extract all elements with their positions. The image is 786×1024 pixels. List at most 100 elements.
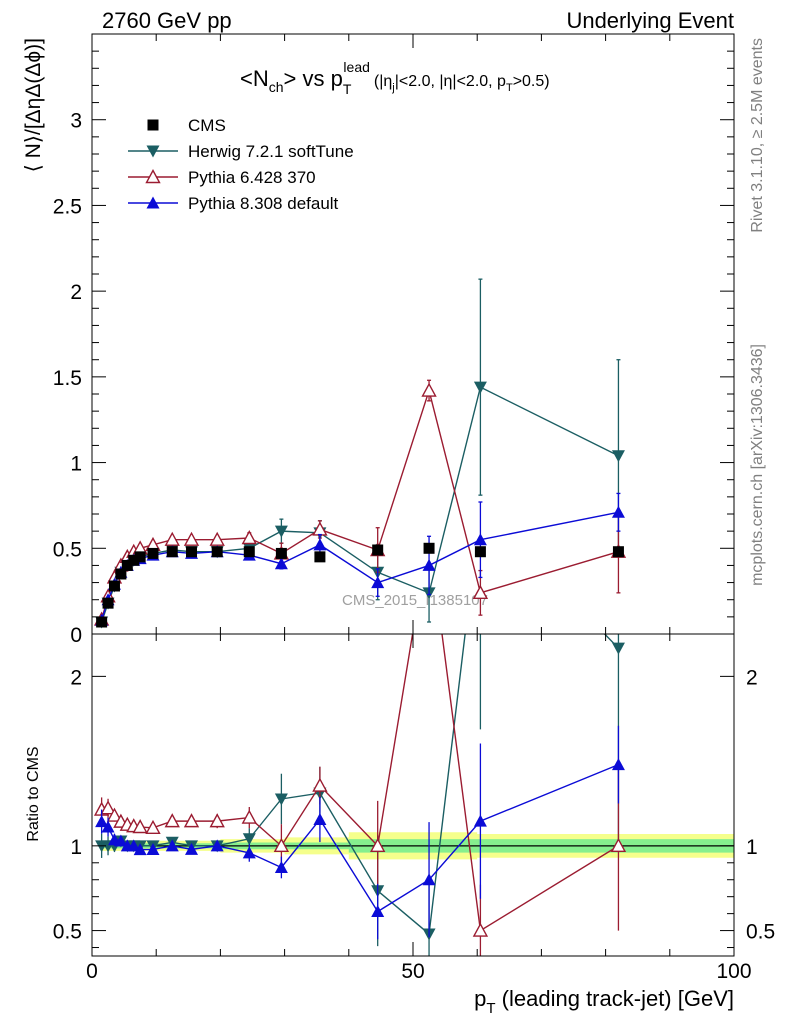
cms-point	[166, 546, 178, 558]
herwig-7-2-1-softtune-ratio-point	[242, 833, 256, 846]
pythia-8-308-default-point	[274, 557, 288, 570]
cms-point	[423, 542, 435, 554]
pythia-6-428-370-ratio-point	[106, 807, 123, 822]
pythia-8-308-default-ratio-point	[210, 839, 224, 852]
ratio-y-tick-label-right: 2	[746, 666, 758, 689]
cms-point	[115, 568, 127, 580]
pythia-8-308-default-point	[473, 533, 487, 546]
pythia-6-428-370-point	[421, 382, 437, 397]
title-main-sub: ch	[269, 79, 284, 95]
pythia-8-308-default-ratio-point	[473, 814, 487, 827]
pythia-6-428-370-point	[241, 530, 257, 545]
y-tick-label: 2.5	[53, 195, 82, 218]
rivet-label: Rivet 3.1.10, ≥ 2.5M events	[749, 38, 766, 233]
pythia-8-308-default-ratio-point	[127, 839, 141, 852]
pythia-8-308-default-ratio-point	[371, 905, 385, 918]
ratio-y-tick-label-right: 0.5	[746, 921, 775, 944]
cms-point	[121, 559, 133, 571]
pythia-8-308-default-ratio-point	[95, 815, 109, 828]
ratio-data	[93, 634, 734, 956]
pythia-8-308-default-ratio-point	[133, 843, 147, 856]
cms-point	[102, 597, 114, 609]
x-axis-label-rest: (leading track-jet) [GeV]	[496, 986, 734, 1011]
legend-herwig-7-2-1-softtune-label: Herwig 7.2.1 softTune	[188, 142, 354, 161]
herwig-7-2-1-softtune-line	[100, 386, 619, 623]
cms-point	[96, 616, 108, 628]
pythia-8-308-default-ratio-point	[114, 834, 128, 847]
cms-point	[612, 546, 624, 558]
pythia-8-308-default-ratio-point	[274, 860, 288, 873]
svg-text:<Nch> vs pTlead(|ηj|<2.0, |η|<: <Nch> vs pTlead(|ηj|<2.0, |η|<2.0, pT>0.…	[240, 59, 550, 97]
pythia-8-308-default-ratio-point	[101, 820, 115, 833]
ratio-y-axis-label: Ratio to CMS	[25, 746, 42, 841]
herwig-7-2-1-softtune-point	[274, 525, 288, 538]
pythia-6-428-370-ratio-point	[145, 819, 161, 835]
cms-point	[134, 551, 146, 563]
ratio-y-tick-label: 2	[70, 666, 82, 689]
main-data	[93, 278, 627, 629]
herwig-7-2-1-softtune-point	[473, 381, 487, 394]
pythia-6-428-370-ratio-point	[273, 837, 290, 853]
main-plot: 0 0.5 1 1.5 2 2.5 3	[53, 33, 735, 647]
x-axis-label: pT (leading track-jet) [GeV]	[474, 986, 734, 1017]
pythia-6-428-370-ratio-point	[241, 809, 257, 824]
y-tick-label: 1	[70, 453, 82, 476]
legend-herwig-7-2-1-softtune-marker	[146, 145, 160, 158]
legend-cms-marker	[147, 119, 159, 131]
x-tick-label: 100	[716, 960, 751, 983]
herwig-7-2-1-softtune-ratio-point	[274, 793, 288, 806]
pythia-6-428-370-ratio-point	[472, 922, 489, 937]
pythia-6-428-370-ratio-point	[312, 777, 328, 792]
pythia-6-428-370-ratio-point	[183, 813, 200, 828]
cms-point	[243, 546, 255, 558]
ratio-y-tick-label: 1	[70, 836, 82, 859]
x-tick-label: 0	[86, 960, 98, 983]
pythia-6-428-370-point	[164, 531, 180, 546]
cms-point	[474, 546, 486, 558]
pythia-6-428-370-ratio-point	[100, 800, 116, 815]
title-cuts-a: (|η	[374, 73, 392, 90]
pythia-8-308-default-ratio-point	[313, 812, 327, 825]
title-cuts-b: |<2.0, |η|<2.0, p	[395, 73, 506, 90]
cms-point	[186, 546, 198, 558]
pythia-6-428-370-ratio-point	[370, 837, 386, 853]
title-main-sub2: T	[343, 81, 352, 97]
ratio-y-tick-label: 0.5	[53, 921, 82, 944]
y-axis-label: ⟨ N⟩/[ΔηΔ(Δϕ)]	[22, 38, 45, 172]
legend-pythia-8-308-default-marker	[146, 196, 160, 209]
cms-point	[147, 547, 159, 559]
legend-pythia-8-308-default-label: Pythia 8.308 default	[188, 194, 339, 213]
y-tick-label: 2	[70, 281, 82, 304]
pythia-6-428-370-ratio-point	[209, 813, 225, 828]
title-cuts-sub2: T	[506, 82, 513, 94]
pythia-8-308-default-ratio-point	[185, 842, 199, 855]
y-tick-label: 3	[70, 110, 82, 133]
x-axis-label-sub: T	[486, 1000, 495, 1017]
pythia-8-308-default-point	[313, 538, 327, 551]
pythia-6-428-370-point	[183, 531, 200, 546]
legend-pythia-6-428-370-marker	[145, 169, 161, 184]
chart-title: <Nch> vs pTlead(|ηj|<2.0, |η|<2.0, pT>0.…	[240, 59, 550, 97]
pythia-8-308-default-point	[611, 505, 625, 518]
legend-pythia-6-428-370-label: Pythia 6.428 370	[188, 168, 316, 187]
legend-cms-label: CMS	[188, 116, 226, 135]
pythia-8-308-default-ratio-point	[611, 758, 625, 771]
y-tick-label: 0.5	[53, 538, 82, 561]
pythia-8-308-default-ratio-point	[146, 842, 160, 855]
pythia-6-428-370-point	[472, 584, 489, 600]
pythia-6-428-370-ratio-point	[132, 819, 148, 834]
pythia-6-428-370-ratio-point	[610, 837, 627, 853]
title-main-sup: lead	[343, 59, 369, 75]
pythia-8-308-default-ratio-point	[422, 873, 436, 886]
pythia-6-428-370-ratio-point	[164, 813, 180, 828]
y-tick-label: 1.5	[53, 367, 82, 390]
y-tick-label: 0	[70, 624, 82, 647]
pythia-8-308-default-ratio-point	[165, 839, 179, 852]
pythia-6-428-370-line	[100, 388, 619, 620]
herwig-7-2-1-softtune-point	[611, 450, 625, 463]
pythia-8-308-default-point	[371, 576, 385, 589]
pythia-6-428-370-point	[209, 531, 225, 546]
ratio-plot: 0 50 100 0.5 0.5 1 1 2 2	[53, 634, 775, 983]
ratio-plot-frame	[91, 633, 735, 957]
